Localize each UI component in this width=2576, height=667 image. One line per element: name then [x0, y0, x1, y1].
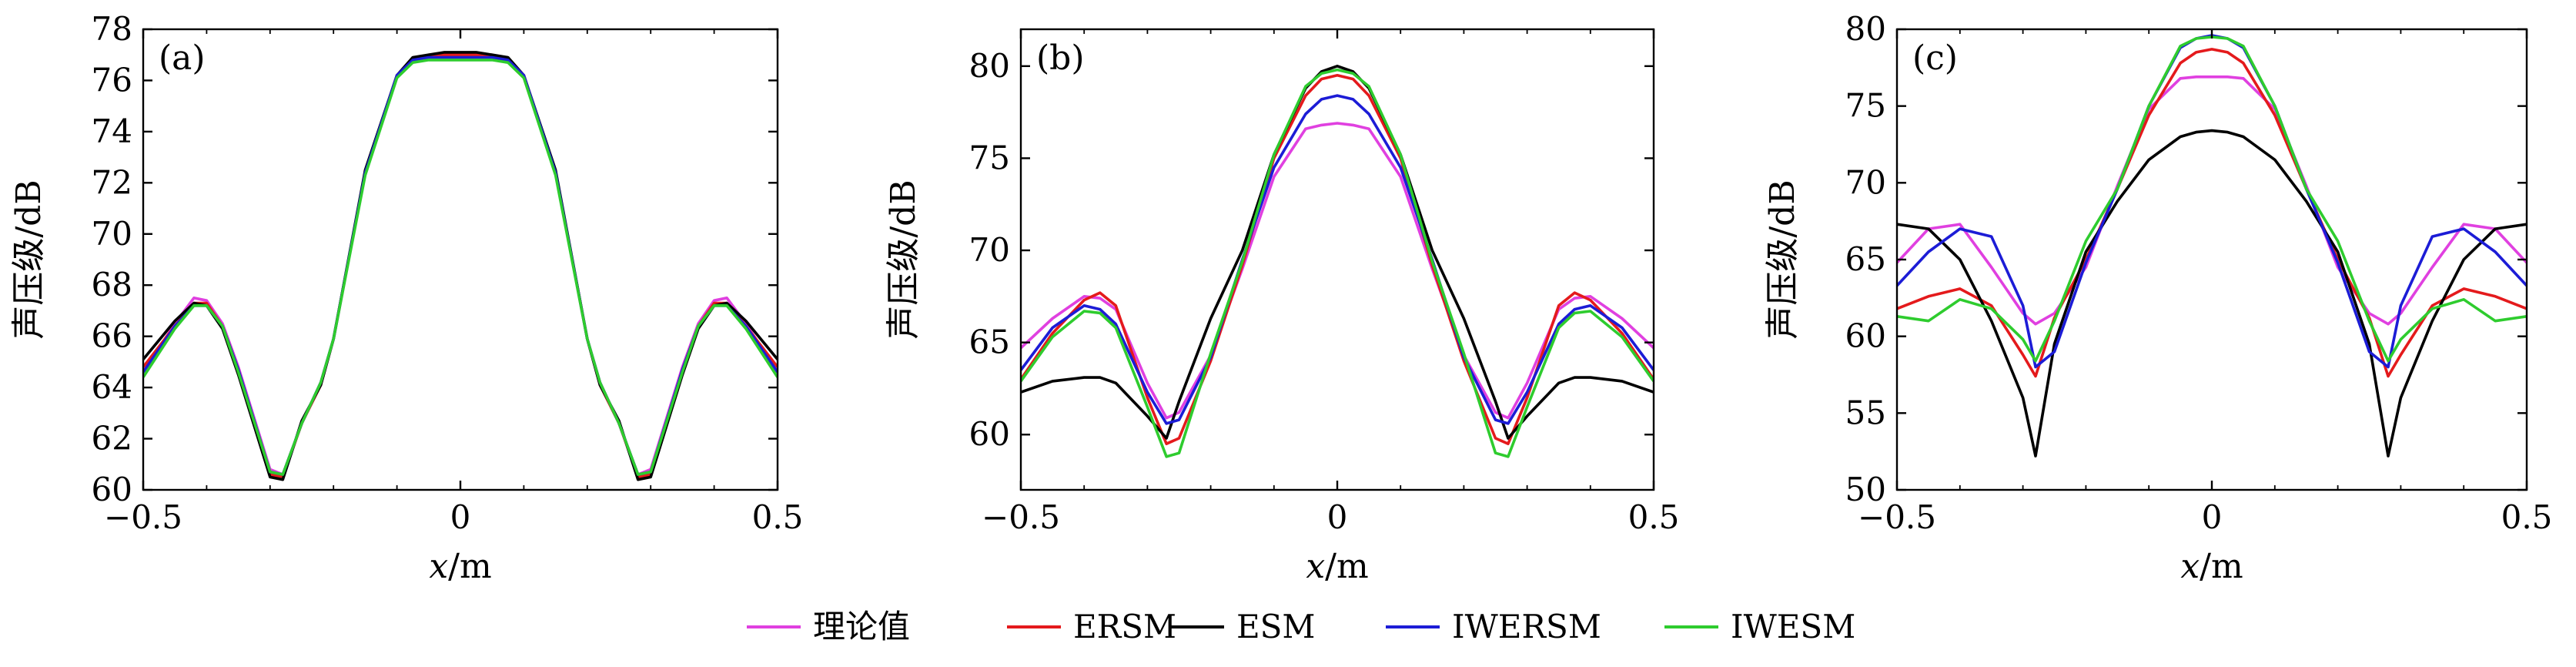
series-line-ESM [143, 51, 778, 481]
x-axis-label: x/m [2180, 547, 2243, 586]
y-tick-label: 60 [969, 415, 1010, 453]
legend-label: ERSM [1073, 608, 1176, 645]
plot-frame [142, 28, 779, 491]
y-axis-label: 声压级/dB [884, 179, 923, 339]
x-tick-label: −0.5 [1858, 498, 1936, 536]
legend-label: IWESM [1731, 608, 1855, 645]
series-group [143, 51, 778, 481]
x-tick-label: 0 [450, 498, 471, 536]
x-tick-label: 0.5 [752, 498, 804, 536]
series-line-IWERSM [1021, 94, 1654, 425]
series-line-理论值 [1897, 75, 2527, 326]
chart-panel-0: −0.5 0 0.5 60 62 64 66 68 70 72 74 76 78 x/m 声压级/dB (a) [9, 10, 803, 586]
y-tick-label: 75 [1845, 87, 1886, 125]
y-tick-label: 68 [92, 266, 132, 303]
y-tick-label: 60 [92, 471, 132, 508]
y-tick-label: 74 [92, 112, 132, 150]
x-tick-label: 0 [1327, 498, 1348, 536]
y-tick-label: 70 [1845, 163, 1886, 201]
x-axis-label: x/m [429, 547, 491, 586]
y-tick-label: 75 [969, 139, 1010, 176]
plot-frame [1019, 28, 1655, 491]
legend-label: ESM [1236, 608, 1315, 645]
y-tick-label: 50 [1845, 471, 1886, 508]
series-line-IWESM [143, 59, 778, 476]
series-line-IWESM [1021, 68, 1654, 458]
chart-panel-1: −0.5 0 0.5 60 65 70 75 80 x/m 声压级/dB (b) [884, 28, 1680, 586]
y-tick-label: 80 [1845, 10, 1886, 48]
chart-panel-2: −0.5 0 0.5 50 55 60 65 70 75 80 x/m 声压级/dB (c) [1763, 10, 2552, 586]
y-axis-label: 声压级/dB [9, 179, 49, 339]
series-line-ESM [1021, 65, 1654, 440]
series-line-IWERSM [1897, 34, 2527, 369]
y-tick-label: 66 [92, 317, 132, 355]
y-tick-label: 65 [1845, 240, 1886, 278]
series-line-ERSM [1897, 48, 2527, 378]
y-tick-label: 80 [969, 47, 1010, 85]
series-line-ERSM [143, 53, 778, 479]
x-axis-label: x/m [1306, 547, 1368, 586]
x-tick-label: 0 [2202, 498, 2223, 536]
x-tick-label: 0.5 [1628, 498, 1680, 536]
y-tick-label: 70 [92, 215, 132, 253]
y-axis-label: 声压级/dB [1763, 179, 1802, 339]
series-line-IWESM [1897, 35, 2527, 363]
series-line-ERSM [1021, 74, 1654, 445]
y-tick-label: 60 [1845, 317, 1886, 355]
panel-label: (c) [1912, 39, 1958, 78]
y-tick-label: 72 [92, 163, 132, 201]
plot-frame [1895, 28, 2528, 491]
x-tick-label: 0.5 [2501, 498, 2553, 536]
series-group [1021, 65, 1654, 458]
series-line-理论值 [143, 55, 778, 476]
y-tick-label: 64 [92, 368, 132, 406]
y-tick-label: 55 [1845, 394, 1886, 431]
panel-label: (a) [159, 39, 206, 78]
y-tick-label: 76 [92, 61, 132, 99]
y-tick-label: 62 [92, 420, 132, 458]
y-tick-label: 78 [92, 10, 132, 48]
series-line-IWERSM [143, 55, 778, 476]
legend-label: 理论值 [813, 608, 910, 645]
legend: 理论值 ERSM ESM IWERSM IWESM [747, 608, 1855, 645]
series-line-理论值 [1021, 122, 1654, 420]
panel-label: (b) [1036, 39, 1085, 78]
y-tick-label: 70 [969, 231, 1010, 269]
legend-label: IWERSM [1452, 608, 1601, 645]
y-tick-label: 65 [969, 323, 1010, 361]
x-tick-label: −0.5 [982, 498, 1060, 536]
series-line-ESM [1897, 129, 2527, 458]
series-group [1897, 34, 2527, 458]
x-tick-label: −0.5 [104, 498, 182, 536]
